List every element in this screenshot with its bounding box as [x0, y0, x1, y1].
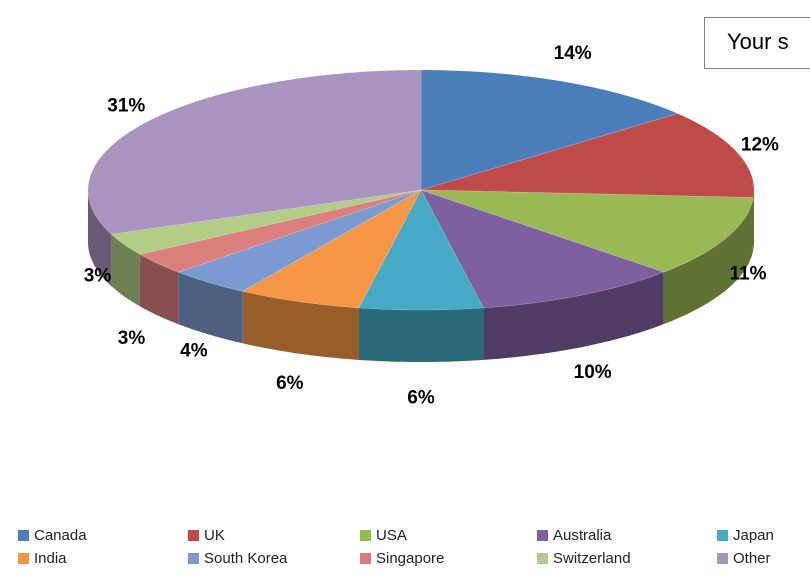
- legend-swatch: [537, 553, 548, 564]
- data-label-uk: 12%: [741, 135, 779, 156]
- pie-slice-australia: [420, 189, 665, 309]
- legend-swatch: [18, 553, 29, 564]
- legend-item-usa: USA: [360, 527, 407, 544]
- pie-side-australia: [483, 272, 664, 360]
- legend-label: UK: [204, 527, 225, 544]
- legend-label: India: [34, 550, 67, 567]
- legend-item-canada: Canada: [18, 527, 87, 544]
- legend-label: Other: [733, 550, 771, 567]
- legend-item-singapore: Singapore: [360, 550, 444, 567]
- pie-slice-singapore: [138, 189, 422, 273]
- pie-slice-south-korea: [177, 189, 422, 292]
- pie-side-uk: [753, 190, 754, 250]
- pie-side-singapore: [139, 254, 179, 325]
- data-label-japan: 6%: [407, 388, 435, 409]
- data-label-india: 6%: [276, 373, 304, 394]
- pie-slice-uk: [420, 113, 755, 198]
- legend-label: Australia: [553, 527, 612, 544]
- data-label-south-korea: 4%: [180, 340, 208, 361]
- data-label-other: 31%: [107, 96, 145, 117]
- legend-item-other: Other: [717, 550, 771, 567]
- legend-swatch: [360, 530, 371, 541]
- legend-swatch: [360, 553, 371, 564]
- data-label-usa: 11%: [730, 264, 767, 285]
- pie-slice-other: [87, 69, 422, 235]
- legend-label: Japan: [733, 527, 774, 544]
- pie-slice-japan: [358, 189, 484, 311]
- pie-slice-canada: [420, 69, 679, 191]
- pie-slice-india: [241, 189, 422, 309]
- legend-label: Switzerland: [553, 550, 631, 567]
- legend-swatch: [188, 530, 199, 541]
- legend-item-south-korea: South Korea: [188, 550, 287, 567]
- legend-label: South Korea: [204, 550, 288, 567]
- legend-label: USA: [376, 527, 407, 544]
- pie-side-other: [88, 190, 112, 287]
- legend-item-australia: Australia: [537, 527, 611, 544]
- pie-side-switzerland: [111, 234, 140, 307]
- chart-title-box: Your s: [704, 17, 810, 69]
- pie-side-japan: [358, 307, 484, 362]
- pie-slice-switzerland: [110, 189, 422, 255]
- pie-side-usa: [663, 197, 754, 325]
- legend-swatch: [188, 553, 199, 564]
- legend-item-uk: UK: [188, 527, 225, 544]
- pie-side-south-korea: [178, 272, 243, 344]
- data-label-switzerland: 3%: [84, 265, 112, 286]
- legend-label: Singapore: [376, 550, 445, 567]
- data-label-australia: 10%: [574, 362, 612, 383]
- legend-item-japan: Japan: [717, 527, 774, 544]
- legend-swatch: [717, 553, 728, 564]
- legend-swatch: [717, 530, 728, 541]
- data-label-singapore: 3%: [118, 328, 146, 349]
- pie-slice-usa: [420, 189, 754, 273]
- legend-swatch: [18, 530, 29, 541]
- legend-item-india: India: [18, 550, 67, 567]
- legend-item-switzerland: Switzerland: [537, 550, 631, 567]
- legend-label: Canada: [34, 527, 87, 544]
- pie-side-india: [242, 291, 359, 360]
- legend-swatch: [537, 530, 548, 541]
- data-label-canada: 14%: [554, 43, 592, 64]
